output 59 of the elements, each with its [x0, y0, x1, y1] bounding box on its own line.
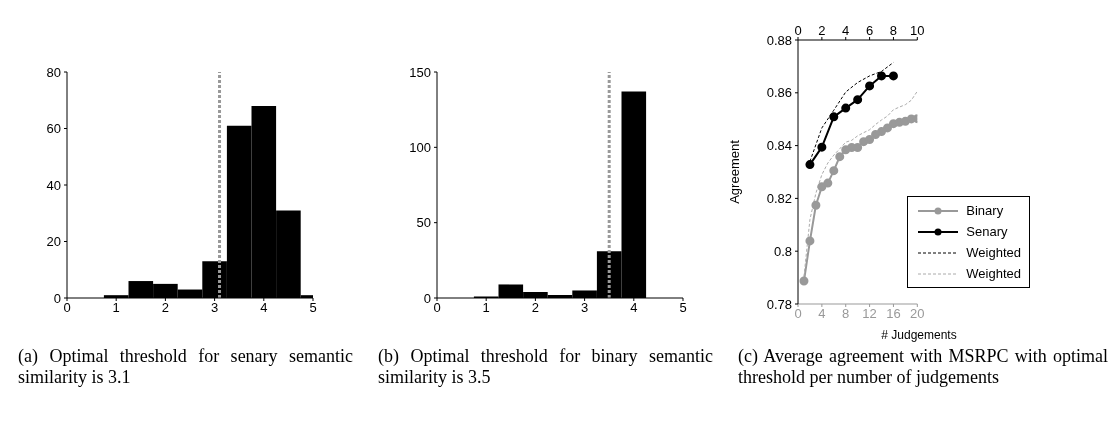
y-tick-label: 0 — [423, 290, 431, 306]
x-tick-label: 16 — [886, 306, 901, 322]
x-tick-label: 5 — [679, 300, 687, 316]
y-tick-label: 100 — [409, 139, 431, 155]
x-tick-label: 20 — [910, 306, 925, 322]
x-tick-label: 3 — [210, 300, 219, 316]
x2-tick-label: 6 — [865, 23, 874, 38]
x-tick-label: 2 — [161, 300, 170, 316]
y-tick-label: 50 — [416, 215, 431, 231]
y-axis-title: Agreement — [726, 139, 742, 204]
point — [823, 178, 833, 188]
text: (c) Average agreement with MSRPC with optimal threshold per number of judgements — [738, 346, 1108, 388]
legend-label: Weighted — [966, 245, 1021, 260]
x-tick-label: 4 — [630, 300, 638, 316]
y-tick-label: 0.86 — [766, 85, 792, 101]
y-tick-label: 0.84 — [766, 138, 792, 154]
point — [853, 142, 863, 152]
y-tick-label: 40 — [46, 177, 61, 193]
legend-label: Binary — [966, 203, 1004, 218]
text: (a) Optimal threshold for senary semantic similarity is 3.1 — [18, 346, 353, 388]
point — [799, 276, 809, 286]
point — [811, 200, 821, 210]
x-tick-label: 3 — [580, 300, 589, 316]
x2-tick-label: 2 — [818, 23, 826, 38]
x-tick-label: 0 — [63, 300, 71, 316]
x-tick-label: 1 — [482, 300, 490, 316]
y-tick-label: 80 — [46, 64, 61, 80]
x2-tick-label: 4 — [842, 23, 850, 38]
x-tick-label: 1 — [112, 300, 120, 316]
x2-tick-label: 0 — [794, 23, 802, 38]
point — [817, 182, 827, 192]
x2-tick-label: 10 — [910, 23, 925, 38]
point — [805, 236, 815, 246]
x2-tick-label: 8 — [889, 23, 898, 38]
point — [865, 135, 875, 145]
x-tick-label: 4 — [260, 300, 268, 316]
y-tick-label: 60 — [46, 121, 61, 137]
x-tick-label: 0 — [433, 300, 441, 316]
x-tick-label: 12 — [862, 306, 877, 322]
x-tick-label: 4 — [818, 306, 826, 322]
y-tick-label: 0.8 — [773, 243, 792, 259]
y-tick-label: 0 — [53, 290, 61, 306]
x-tick-label: 8 — [842, 306, 850, 322]
point — [877, 127, 887, 137]
x-axis-title: # Judgements — [880, 328, 958, 342]
y-tick-label: 150 — [409, 64, 431, 80]
x-tick-label: 2 — [531, 300, 540, 316]
legend-label: Weighted — [966, 266, 1021, 281]
y-tick-label: 0.88 — [766, 32, 792, 48]
point — [835, 152, 845, 162]
point — [882, 123, 892, 133]
x-tick-label: 0 — [794, 306, 802, 322]
x-tick-label: 5 — [309, 300, 317, 316]
text: (b) Optimal threshold for binary semantic similarity is 3.5 — [378, 346, 713, 388]
legend-label: Senary — [966, 224, 1008, 239]
y-tick-label: 20 — [46, 234, 61, 250]
y-tick-label: 0.78 — [766, 296, 792, 312]
point — [829, 166, 839, 176]
y-tick-label: 0.82 — [766, 191, 792, 207]
